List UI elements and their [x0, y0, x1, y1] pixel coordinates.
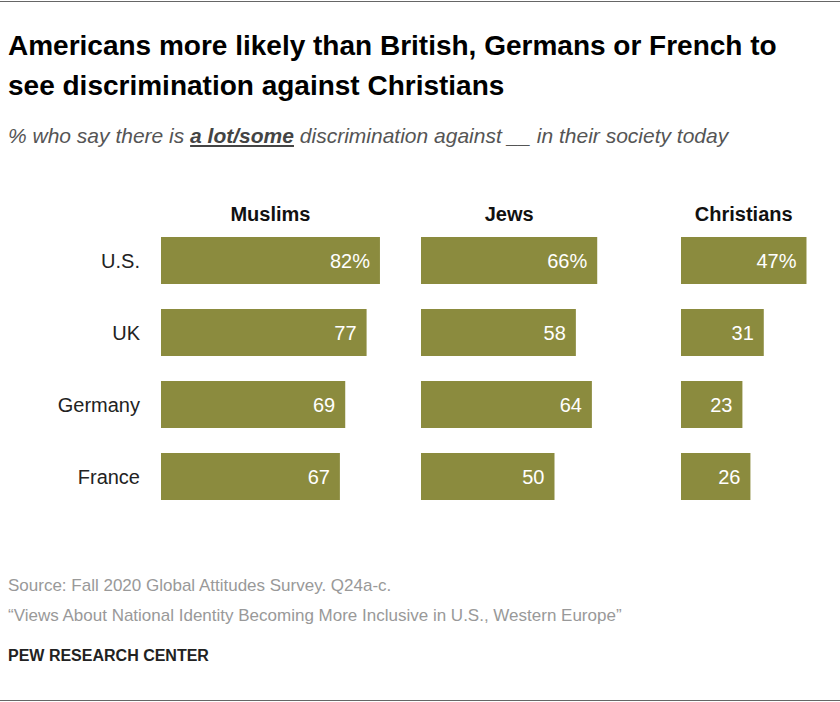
data-label: 66% [547, 250, 587, 272]
bar [161, 453, 340, 500]
bar [421, 237, 597, 284]
bar [681, 237, 806, 284]
bar [421, 381, 592, 428]
bar [161, 309, 367, 356]
bar [421, 453, 555, 500]
title: Americans more likely than British, Germ… [8, 26, 808, 106]
chart: U.S. UK Germany France Muslims 82% 77 69 67 Jews 6… [0, 0, 840, 702]
top-rule [0, 1, 840, 2]
panel-header: Christians [695, 203, 793, 225]
source: Source: Fall 2020 Global Attitudes Surve… [8, 576, 391, 596]
data-label: 77 [334, 322, 356, 344]
bar [161, 237, 380, 284]
data-label: 69 [313, 394, 335, 416]
data-label: 67 [308, 466, 330, 488]
category-label: U.S. [101, 250, 140, 272]
data-label: 50 [522, 466, 544, 488]
bars [161, 237, 380, 500]
subtitle-part: % who say there is [8, 124, 190, 147]
category-label: France [78, 466, 140, 488]
report: “Views About National Identity Becoming … [8, 606, 622, 626]
publisher: PEW RESEARCH CENTER [8, 647, 209, 665]
data-label: 58 [544, 322, 566, 344]
panel-header: Jews [485, 203, 534, 225]
subtitle-part: discrimination against __ in their socie… [294, 124, 728, 147]
bar [421, 309, 576, 356]
bars [681, 237, 806, 500]
data-label: 47% [756, 250, 796, 272]
data-label: 26 [718, 466, 740, 488]
data-label: 64 [560, 394, 582, 416]
panel-header: Muslims [230, 203, 310, 225]
data-label: 23 [710, 394, 732, 416]
category-label: UK [112, 322, 140, 344]
bar [681, 381, 742, 428]
data-label: 82% [330, 250, 370, 272]
subtitle-part: a lot/some [190, 124, 294, 147]
category-label: Germany [58, 394, 140, 416]
bar [161, 381, 345, 428]
bar [681, 309, 764, 356]
bar [681, 453, 750, 500]
bottom-rule [0, 700, 840, 701]
data-label: 31 [732, 322, 754, 344]
bars [421, 237, 597, 500]
subtitle: % who say there is a lot/some discrimina… [8, 120, 818, 151]
